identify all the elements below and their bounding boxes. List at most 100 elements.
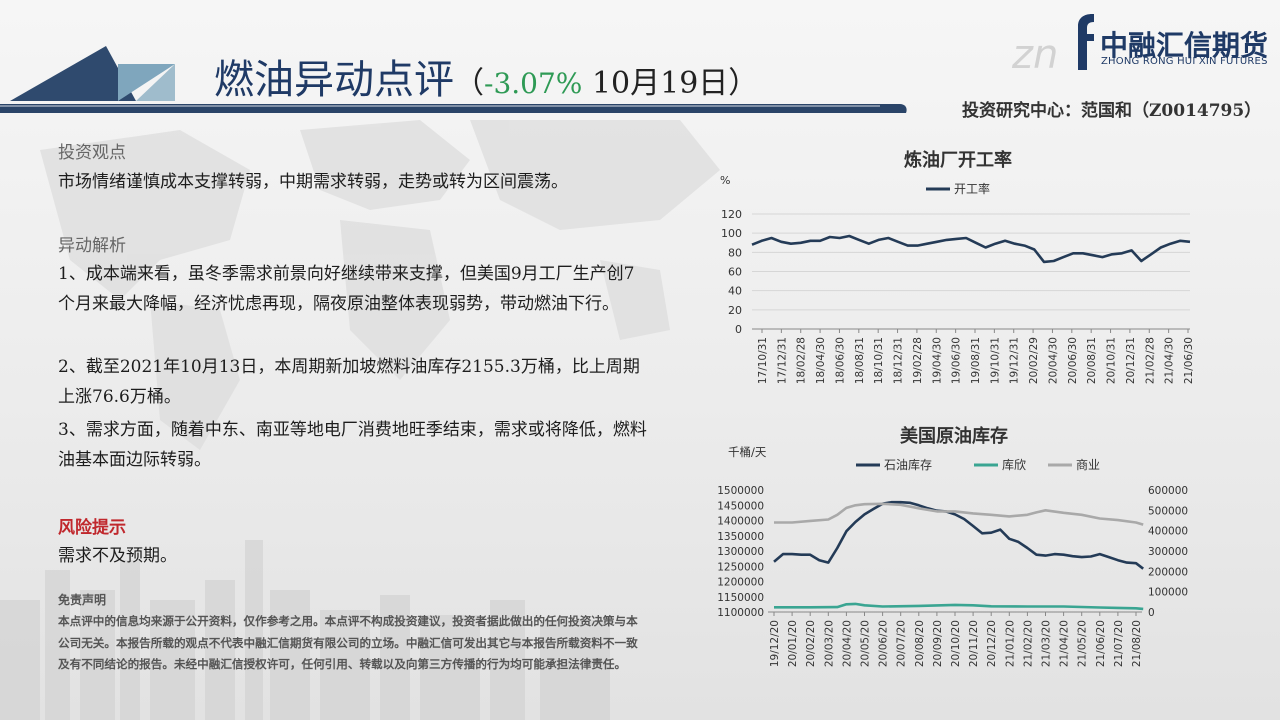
chart2-ytick-left-label: 1100000 bbox=[717, 607, 764, 619]
analysis-item-3: 3、需求方面，随着中东、南亚等地电厂消费地旺季结束，需求或将降低，燃料油基本面边… bbox=[58, 420, 647, 470]
analysis-item-1: 1、成本端来看，虽冬季需求前景向好继续带来支撑，但美国9月工厂生产创7个月来最大… bbox=[58, 264, 635, 314]
chart2-series-line-库欣 bbox=[774, 602, 1144, 611]
chart1-xtick-label: 19/12/31 bbox=[1009, 337, 1021, 384]
chart1-xtick-label: 21/06/30 bbox=[1183, 337, 1195, 384]
disclaimer-heading: 免责声明 bbox=[58, 593, 107, 607]
chart2-xtick-label: 21/01/20 bbox=[1004, 620, 1016, 667]
chart2-ytick-right-label: 200000 bbox=[1148, 566, 1188, 578]
chart2-legend-label: 商业 bbox=[1076, 457, 1100, 472]
title-paren: （ bbox=[454, 66, 484, 101]
chart2-xtick-label: 20/03/20 bbox=[823, 620, 835, 667]
chart1-xtick-label: 18/04/30 bbox=[815, 337, 827, 384]
chart2-ytick-left-label: 1300000 bbox=[717, 546, 764, 558]
chart2-xtick-label: 20/08/20 bbox=[914, 620, 926, 667]
chart2-legend-label: 库欣 bbox=[1002, 457, 1026, 472]
chart2-xtick-label: 20/10/20 bbox=[950, 620, 962, 667]
chart2-xtick-label: 21/05/20 bbox=[1077, 620, 1089, 667]
refinery-rate-chart: % 开工率 0 20 40 60 80 100 120 17/10/31 17/12/31 18/02… bbox=[720, 174, 1195, 384]
change-percent: -3.07% bbox=[484, 67, 583, 100]
chart2-ytick-left-label: 1250000 bbox=[717, 561, 764, 573]
chart1-ytick-label: 0 bbox=[735, 323, 742, 336]
chart2-ytick-right-label: 300000 bbox=[1148, 546, 1188, 558]
title-date: 10月19日） bbox=[582, 66, 759, 101]
header-triangle-light-2 bbox=[136, 64, 175, 101]
chart2-ytick-right-label: 100000 bbox=[1148, 587, 1188, 599]
chart1-xtick-label: 18/10/31 bbox=[873, 337, 885, 384]
title-main: 燃油异动点评 bbox=[214, 57, 454, 103]
chart2-ytick-right-label: 0 bbox=[1148, 607, 1155, 619]
page-title: 燃油异动点评（-3.07% 10月19日） bbox=[214, 56, 758, 108]
chart1-ytick-label: 60 bbox=[728, 266, 742, 279]
chart2-xtick-label: 20/01/20 bbox=[787, 620, 799, 667]
analysis-item-2: 2、截至2021年10月13日，本周期新加坡燃料油库存2155.3万桶，比上周期… bbox=[58, 357, 640, 407]
chart2-title: 美国原油库存 bbox=[900, 426, 1008, 447]
chart2-ytick-left-label: 1400000 bbox=[717, 516, 764, 528]
chart1-xtick-label: 19/06/30 bbox=[951, 337, 963, 384]
chart2-ytick-left-label: 1500000 bbox=[717, 485, 764, 497]
disclaimer-text: 本点评中的信息均来源于公开资料，仅作参考之用。本点评不构成投资建议，投资者据此做… bbox=[58, 614, 638, 672]
chart2-xtick-label: 21/06/20 bbox=[1095, 620, 1107, 667]
chart2-xtick-label: 19/12/20 bbox=[769, 620, 781, 667]
chart1-ytick-label: 20 bbox=[728, 304, 742, 317]
risk-heading: 风险提示 bbox=[58, 518, 126, 538]
chart1-xtick-label: 19/02/28 bbox=[912, 337, 924, 384]
view-heading: 投资观点 bbox=[58, 143, 126, 163]
chart2-xtick-label: 21/03/20 bbox=[1041, 620, 1053, 667]
chart1-xtick-label: 18/08/31 bbox=[854, 337, 866, 384]
chart2-xtick-label: 20/04/20 bbox=[841, 620, 853, 667]
analysis-heading: 异动解析 bbox=[58, 236, 126, 256]
world-map-shapes bbox=[40, 120, 720, 450]
company-logo: zn bbox=[1011, 14, 1094, 78]
chart1-series-line-开工率 bbox=[751, 234, 1191, 264]
chart2-xtick-label: 20/09/20 bbox=[932, 620, 944, 667]
chart2-ytick-right-label: 500000 bbox=[1148, 505, 1188, 517]
chart2-ytick-right-label: 600000 bbox=[1148, 485, 1188, 497]
chart1-xtick-label: 20/08/31 bbox=[1086, 337, 1098, 384]
chart1-xtick-label: 18/12/31 bbox=[893, 337, 905, 384]
chart2-xtick-label: 21/07/20 bbox=[1113, 620, 1125, 667]
chart1-xtick-label: 19/04/30 bbox=[931, 337, 943, 384]
chart2-xtick-label: 21/02/20 bbox=[1022, 620, 1034, 667]
risk-text: 需求不及预期。 bbox=[58, 546, 177, 566]
chart1-ytick-label: 100 bbox=[721, 227, 742, 240]
chart1-xtick-label: 18/02/28 bbox=[796, 337, 808, 384]
chart1-xtick-label: 20/04/30 bbox=[1047, 337, 1059, 384]
chart1-xtick-label: 21/02/28 bbox=[1144, 337, 1156, 384]
header-triangle-light bbox=[118, 64, 175, 101]
chart2-xtick-label: 20/11/20 bbox=[968, 620, 980, 667]
chart1-ytick-label: 120 bbox=[721, 208, 742, 221]
chart1-legend-label: 开工率 bbox=[954, 181, 990, 196]
chart2-xtick-label: 21/04/20 bbox=[1059, 620, 1071, 667]
chart2-ytick-left-label: 1200000 bbox=[717, 577, 764, 589]
chart2-ytick-left-label: 1450000 bbox=[717, 500, 764, 512]
chart1-xtick-label: 19/10/31 bbox=[989, 337, 1001, 384]
chart2-ytick-right-label: 400000 bbox=[1148, 526, 1188, 538]
chart2-ylabel: 千桶/天 bbox=[728, 445, 767, 459]
chart2-xtick-label: 20/02/20 bbox=[805, 620, 817, 667]
chart2-series-line-石油库存 bbox=[773, 500, 1144, 570]
author-line: 投资研究中心：范国和（Z0014795） bbox=[962, 101, 1262, 121]
chart1-xtick-label: 20/10/31 bbox=[1106, 337, 1118, 384]
city-skyline bbox=[0, 540, 610, 720]
chart1-xtick-label: 20/06/30 bbox=[1067, 337, 1079, 384]
chart2-ytick-left-label: 1150000 bbox=[717, 592, 764, 604]
chart2-legend-label: 石油库存 bbox=[884, 457, 932, 472]
chart1-xtick-label: 19/08/31 bbox=[970, 337, 982, 384]
chart2-xtick-label: 20/05/20 bbox=[860, 620, 872, 667]
chart1-title: 炼油厂开工率 bbox=[904, 150, 1012, 171]
chart1-xtick-label: 18/06/30 bbox=[834, 337, 846, 384]
chart2-series-line-商业 bbox=[774, 502, 1144, 526]
svg-text:zn: zn bbox=[1011, 32, 1058, 78]
chart1-xtick-label: 21/04/30 bbox=[1164, 337, 1176, 384]
chart2-ytick-left-label: 1350000 bbox=[717, 531, 764, 543]
chart1-xtick-label: 17/12/31 bbox=[776, 337, 788, 384]
chart2-xtick-label: 20/06/20 bbox=[878, 620, 890, 667]
chart1-ytick-label: 80 bbox=[728, 246, 742, 259]
chart1-xtick-label: 20/02/29 bbox=[1028, 337, 1040, 384]
chart1-ylabel: % bbox=[720, 174, 730, 187]
brand-name-cn: 中融汇信期货 bbox=[1100, 29, 1269, 62]
chart1-ytick-label: 40 bbox=[728, 285, 742, 298]
view-text: 市场情绪谨慎成本支撑转弱，中期需求转弱，走势或转为区间震荡。 bbox=[58, 172, 568, 192]
